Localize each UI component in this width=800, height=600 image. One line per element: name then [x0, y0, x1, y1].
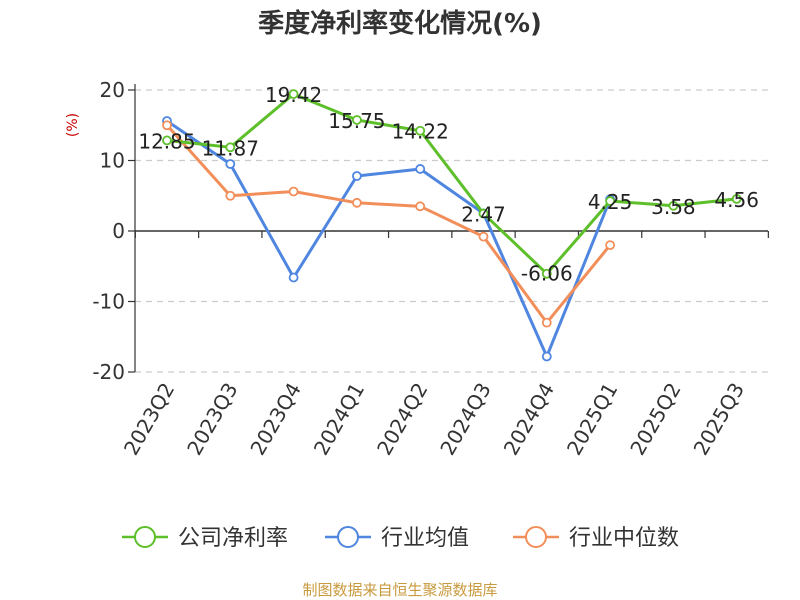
data-point: [731, 193, 742, 204]
data-point: [162, 120, 172, 131]
data-point: [415, 201, 426, 212]
data-point: [415, 164, 426, 174]
data-label: 11.87: [202, 136, 259, 160]
x-tick-label: 2023Q2: [119, 379, 179, 460]
y-axis-label: (%): [65, 113, 81, 137]
data-point: [415, 125, 426, 136]
data-point: [351, 171, 362, 181]
source-note: 制图数据来自恒生聚源数据库: [302, 581, 497, 599]
data-point: [478, 208, 489, 219]
data-label: 12.85: [138, 129, 195, 153]
data-point: [225, 190, 236, 201]
legend-item[interactable]: 公司净利率: [122, 526, 288, 551]
y-tick-label: -10: [92, 290, 125, 314]
x-tick-label: 2024Q3: [435, 379, 495, 460]
legend-label: 公司净利率: [178, 526, 288, 551]
data-label: 2.47: [461, 203, 506, 227]
data-point: [225, 159, 236, 169]
data-label: 4.56: [714, 188, 759, 212]
data-point: [288, 89, 299, 99]
y-tick-label: -20: [92, 360, 125, 384]
data-point: [541, 268, 552, 279]
data-point: [541, 351, 552, 362]
data-point: [605, 196, 615, 206]
data-point: [351, 197, 362, 208]
y-tick-label: 20: [100, 78, 125, 102]
legend-label: 行业中位数: [569, 526, 679, 551]
legend-marker: [525, 526, 547, 548]
plot-area: [162, 89, 742, 362]
series-line: [165, 124, 612, 325]
chart-title: 季度净利率变化情况(%): [258, 8, 542, 39]
x-tick-label: 2024Q4: [499, 379, 559, 460]
legend-marker: [134, 526, 156, 548]
x-tick-label: 2023Q3: [182, 379, 242, 460]
series-line: [166, 119, 612, 358]
legend-item[interactable]: 行业均值: [325, 526, 469, 551]
data-label: 19.42: [265, 83, 322, 107]
data-point: [541, 317, 552, 328]
data-label: 14.22: [392, 120, 449, 144]
legend-marker: [337, 526, 359, 548]
y-tick-label: 0: [112, 219, 125, 243]
legend-label: 行业均值: [381, 526, 469, 551]
data-point: [605, 240, 615, 251]
y-tick-label: 10: [100, 149, 125, 173]
data-point: [162, 135, 172, 146]
series-line: [166, 92, 737, 276]
x-tick-label: 2025Q3: [689, 379, 749, 460]
data-point: [668, 200, 679, 211]
data-point: [351, 115, 362, 125]
data-label: -6.06: [521, 262, 573, 286]
data-point: [225, 142, 236, 153]
legend-item[interactable]: 行业中位数: [513, 526, 679, 551]
data-point: [478, 231, 489, 242]
x-tick-label: 2024Q1: [309, 379, 369, 460]
x-tick-label: 2024Q2: [372, 379, 432, 460]
x-tick-label: 2025Q2: [625, 379, 685, 460]
x-tick-label: 2023Q4: [245, 379, 305, 460]
legend: 公司净利率 行业均值 行业中位数: [122, 526, 679, 551]
x-tick-label: 2025Q1: [562, 379, 622, 460]
data-label: 15.75: [328, 109, 385, 133]
data-point: [288, 186, 299, 197]
data-label: 4.25: [588, 190, 633, 214]
data-label: 3.58: [651, 195, 696, 219]
data-point: [288, 272, 299, 283]
